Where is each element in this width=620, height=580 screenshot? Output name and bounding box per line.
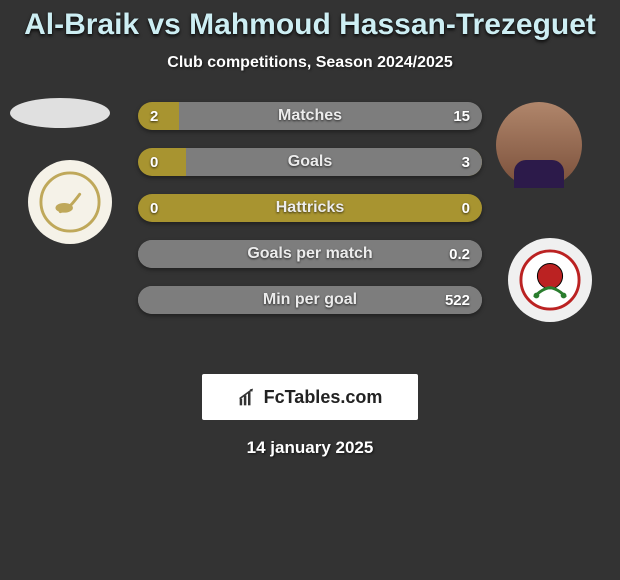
comparison-panel: 2Matches150Goals30Hattricks0Goals per ma… bbox=[0, 102, 620, 352]
club-right-logo bbox=[508, 238, 592, 322]
stat-bar: Goals per match0.2 bbox=[138, 240, 482, 268]
fctables-logo[interactable]: FcTables.com bbox=[202, 374, 418, 420]
footer-brand-text: FcTables.com bbox=[264, 387, 383, 408]
stat-bar: 0Goals3 bbox=[138, 148, 482, 176]
player-right-avatar bbox=[496, 102, 582, 188]
subtitle: Club competitions, Season 2024/2025 bbox=[0, 54, 620, 72]
stat-bars: 2Matches150Goals30Hattricks0Goals per ma… bbox=[138, 102, 482, 314]
stat-name: Matches bbox=[138, 102, 482, 130]
stat-bar: 0Hattricks0 bbox=[138, 194, 482, 222]
stat-right-value: 3 bbox=[462, 148, 470, 176]
stat-right-value: 15 bbox=[453, 102, 470, 130]
stat-right-value: 522 bbox=[445, 286, 470, 314]
stat-bar: Min per goal522 bbox=[138, 286, 482, 314]
page-title: Al-Braik vs Mahmoud Hassan-Trezeguet bbox=[0, 0, 620, 42]
stat-name: Min per goal bbox=[138, 286, 482, 314]
stat-right-value: 0.2 bbox=[449, 240, 470, 268]
stat-name: Goals bbox=[138, 148, 482, 176]
player-left-avatar bbox=[10, 98, 110, 128]
stat-right-value: 0 bbox=[462, 194, 470, 222]
stat-name: Goals per match bbox=[138, 240, 482, 268]
club-left-logo bbox=[28, 160, 112, 244]
stat-bar: 2Matches15 bbox=[138, 102, 482, 130]
date: 14 january 2025 bbox=[0, 438, 620, 458]
stat-name: Hattricks bbox=[138, 194, 482, 222]
